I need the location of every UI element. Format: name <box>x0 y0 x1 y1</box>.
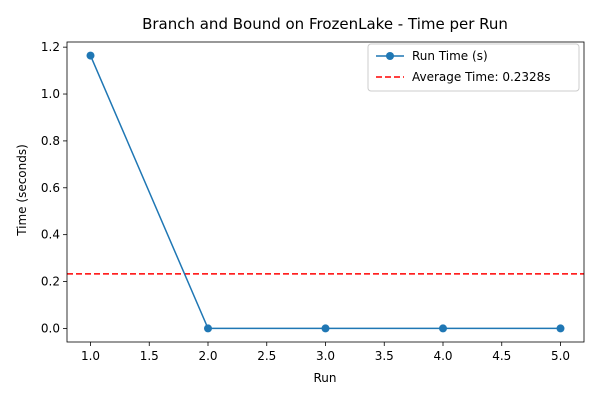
x-tick-label: 3.5 <box>375 349 394 363</box>
x-tick-label: 5.0 <box>551 349 570 363</box>
y-tick-label: 0.6 <box>41 181 60 195</box>
chart-title: Branch and Bound on FrozenLake - Time pe… <box>142 15 508 33</box>
data-point <box>321 324 330 333</box>
x-tick-label: 4.0 <box>433 349 452 363</box>
legend-marker-run-time <box>386 52 394 60</box>
data-point <box>439 324 447 333</box>
x-tick-label: 2.0 <box>198 349 217 363</box>
y-tick-label: 1.0 <box>41 87 60 101</box>
axis-ticks: 1.0 1.5 2.0 2.5 3.0 3.5 4.0 4.5 5.0 0.0 0.2 0.4 0.6 0… <box>41 40 570 363</box>
legend-label-average: Average Time: 0.2328s <box>412 70 551 84</box>
y-tick-label: 0.2 <box>41 275 60 289</box>
y-tick-label: 0.8 <box>41 134 60 148</box>
x-tick-label: 3.0 <box>316 349 335 363</box>
data-point <box>204 324 212 333</box>
data-point <box>86 51 95 60</box>
data-point <box>556 324 565 333</box>
y-tick-label: 0.0 <box>41 321 60 335</box>
x-tick-label: 2.5 <box>257 349 276 363</box>
legend: Run Time (s) Average Time: 0.2328s <box>367 43 580 92</box>
legend-box <box>367 43 580 92</box>
series-line-run-time <box>89 55 561 330</box>
x-axis-label: Run <box>313 371 336 385</box>
y-tick-label: 1.2 <box>41 40 60 54</box>
x-tick-label: 1.5 <box>140 349 159 363</box>
legend-label-run-time: Run Time (s) <box>412 49 488 63</box>
y-axis-label: Time (seconds) <box>15 144 29 237</box>
x-tick-label: 1.0 <box>81 349 100 363</box>
y-tick-label: 0.4 <box>41 228 60 242</box>
x-tick-label: 4.5 <box>492 349 511 363</box>
